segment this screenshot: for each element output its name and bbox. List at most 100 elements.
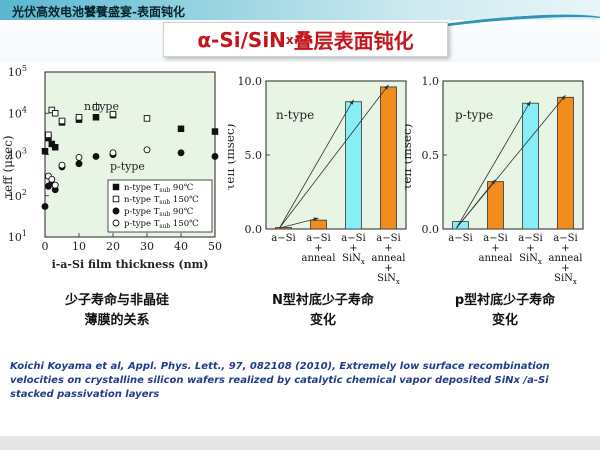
data-point [48,106,56,114]
data-point [75,113,83,121]
n-type-annotation: n-type [84,100,119,113]
top-bar [0,0,600,20]
data-point [41,203,49,210]
caption-line: 变化 [309,313,336,328]
data-point [211,152,219,160]
data-point [51,143,59,151]
data-point [143,146,151,154]
legend: n-type Tsub 90℃n-type Tsub 150℃p-type Ts… [107,179,213,233]
data-point [92,103,100,111]
category-label: anneal [479,253,513,264]
arrow [456,100,531,229]
caption-chart3: p型衬底少子寿命 变化 [430,291,580,331]
bar [380,86,397,230]
caption-chart1: 少子寿命与非晶硅 薄膜的关系 [32,291,202,331]
y-tick-label: 101 [8,229,27,244]
category-label: SiNx [377,273,400,284]
category-label: + [526,243,534,254]
category-label: anneal [372,253,406,264]
caption-line: 薄膜的关系 [84,313,150,328]
y-tick-label: 0.0 [422,223,440,236]
x-axis-label: i-a-Si film thickness (nm) [52,258,209,271]
category-label: a−Si [341,233,365,244]
data-point [45,131,52,139]
y-axis-label: τeff (msec) [228,124,237,191]
caption-chart2: N型衬底少子寿命 变化 [248,291,398,331]
category-label: anneal [549,253,583,264]
data-point [143,115,151,122]
x-tick-label: 20 [106,240,120,253]
bar [275,227,292,230]
y-axis-label: τeff (μsec) [1,135,15,198]
category-label: + [349,243,357,254]
y-tick-label: 1.0 [422,75,440,88]
data-point [58,161,66,169]
category-label: + [491,243,499,254]
arrow-head [349,99,354,105]
p-type-lifetime-chart: 0.00.51.0 a−Si a−Si+anneala−Si+SiNxa−Si+a… [405,75,584,284]
legend-marker [112,183,120,191]
data-point [92,113,100,121]
main-title: α-Si/SiN x 叠层表面钝化 [163,22,448,57]
n-type-annotation: n-type [276,108,314,122]
arrow [279,99,354,229]
y-tick-label: 5.0 [245,149,263,162]
bar [522,102,539,230]
data-point [75,160,83,168]
category-label: + [561,263,569,274]
category-label: a−Si [376,233,400,244]
category-label: anneal [302,253,336,264]
bar [487,181,504,230]
y-tick-label: 105 [8,64,27,79]
legend-marker [112,219,120,227]
y-tick-label: 0.0 [245,223,263,236]
y-tick-label: 10.0 [238,75,263,88]
category-label: SiNx [519,253,542,266]
category-label: a−Si [483,233,507,244]
main-title-post: 叠层表面钝化 [293,29,414,53]
x-tick-label: 40 [174,240,188,253]
citation: Koichi Koyama et al, Appl. Phys. Lett., … [10,361,550,400]
category-label: + [384,263,392,274]
bar [557,96,574,230]
category-label: a−Si [553,233,577,244]
category-label: a−Si [448,233,472,244]
arrow-head [384,84,389,90]
data-point [51,110,59,117]
data-point [109,110,117,118]
x-tick-label: 10 [72,240,86,253]
data-point [51,181,59,189]
category-label: + [314,243,322,254]
data-point [211,128,219,135]
n-type-lifetime-chart: 0.05.010.0 a−Si a−Si+anneala−Si+SiNxa−Si+… [228,75,407,284]
x-tick-label: 30 [140,240,154,253]
data-point [109,149,117,157]
category-label: + [561,243,569,254]
footer-band [0,436,600,450]
data-point [48,140,56,148]
data-point [177,149,185,157]
arrow-head [491,179,496,185]
legend-entry: n-type Tsub 150℃ [124,195,199,206]
category-label: a−Si [518,233,542,244]
arrow [279,217,319,229]
data-point [48,175,56,183]
category-label: a−Si [271,233,295,244]
arrow-head [561,95,566,101]
caption-line: N型衬底少子寿命 [272,293,374,308]
data-point [75,153,83,161]
caption-line: 变化 [491,313,518,328]
data-point [58,117,66,125]
category-label: + [384,243,392,254]
arrow-head [526,101,531,107]
data-point [177,125,185,133]
arrow [279,84,389,229]
legend-entry: p-type Tsub 90℃ [124,207,193,218]
p-type-annotation: p-type [110,160,145,173]
main-title-pre: α-Si/SiN [197,27,286,52]
category-label: a−Si [306,233,330,244]
category-label: SiNx [554,273,577,284]
x-tick-label: 50 [208,240,222,253]
data-point [41,147,49,155]
